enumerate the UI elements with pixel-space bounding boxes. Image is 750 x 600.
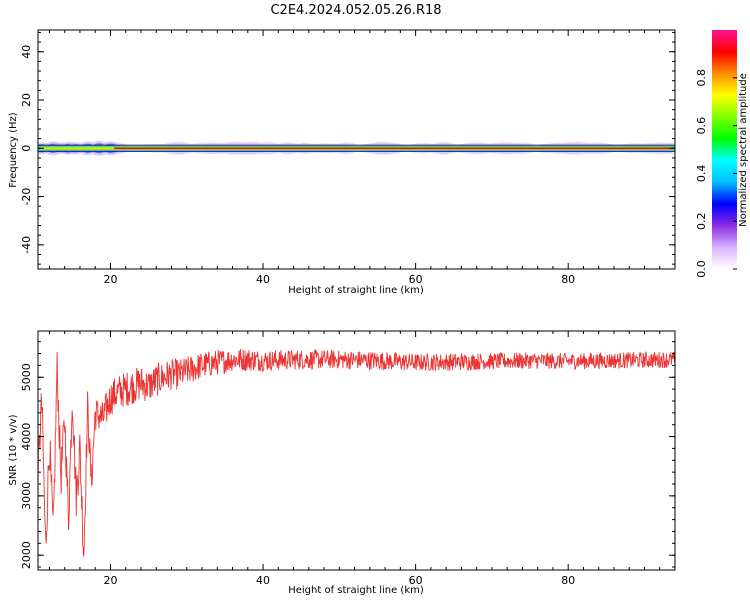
spectrogram-y-tick-label: -20 xyxy=(20,188,33,206)
colorbar-gradient xyxy=(712,30,737,269)
snr-y-tick-label: 2000 xyxy=(20,541,33,569)
snr-plot-area xyxy=(38,331,675,570)
colorbar-tick-label: 0.4 xyxy=(695,165,708,183)
colorbar-tick-label: 0.2 xyxy=(695,212,708,230)
snr-marks xyxy=(38,349,675,557)
spectrogram-frame xyxy=(37,29,676,270)
colorbar-ticks: 0.0 0.2 0.4 0.6 0.8 xyxy=(695,69,737,278)
spectrogram-ticks: 20 40 60 80 -40 -20 0 20 40 xyxy=(20,30,676,286)
snr-x-tick-label: 60 xyxy=(409,574,423,587)
spectrogram-y-tick-label: 0 xyxy=(20,145,33,152)
snr-series-line xyxy=(38,349,675,557)
snr-y-axis-label: SNR (10 * v/v) xyxy=(8,414,19,485)
snr-x-axis-label: Height of straight line (km) xyxy=(288,585,424,596)
spectrogram-x-tick-label: 40 xyxy=(256,273,270,286)
spectrogram-x-tick-label: 60 xyxy=(409,273,423,286)
colorbar-tick-label: 0.8 xyxy=(695,69,708,87)
spectrogram-y-axis-label: Frequency (Hz) xyxy=(8,112,19,188)
spectrogram-marks xyxy=(38,140,675,156)
colorbar-tick-label: 0.0 xyxy=(695,260,708,278)
snr-x-tick-label: 40 xyxy=(256,574,270,587)
spectrogram-x-tick-label: 80 xyxy=(561,273,575,286)
snr-frame xyxy=(37,330,676,571)
snr-panel: 20 40 60 80 2000 3000 4000 5000 Height of strai… xyxy=(8,330,676,596)
spectrogram-band-core xyxy=(114,147,675,150)
snr-y-tick-label: 3000 xyxy=(20,482,33,510)
colorbar: 0.0 0.2 0.4 0.6 0.8 Normalized spectral ampl… xyxy=(695,30,749,278)
spectrogram-y-tick-label: 40 xyxy=(20,45,33,59)
snr-x-tick-label: 80 xyxy=(561,574,575,587)
spectrogram-y-tick-label: 20 xyxy=(20,93,33,107)
colorbar-tick-label: 0.6 xyxy=(695,117,708,135)
snr-y-tick-label: 5000 xyxy=(20,363,33,391)
colorbar-label: Normalized spectral amplitude xyxy=(738,73,749,227)
spectrogram-x-tick-label: 20 xyxy=(103,273,117,286)
spectrogram-y-tick-label: -40 xyxy=(20,236,33,254)
snr-x-tick-label: 20 xyxy=(103,574,117,587)
figure-title: C2E4.2024.052.05.26.R18 xyxy=(270,3,441,18)
snr-ticks: 20 40 60 80 2000 3000 4000 5000 xyxy=(20,331,676,587)
spectrogram-panel: 20 40 60 80 -40 -20 0 20 40 Height of straight l… xyxy=(8,29,676,296)
snr-y-tick-label: 4000 xyxy=(20,423,33,451)
spectrogram-x-axis-label: Height of straight line (km) xyxy=(288,285,424,296)
